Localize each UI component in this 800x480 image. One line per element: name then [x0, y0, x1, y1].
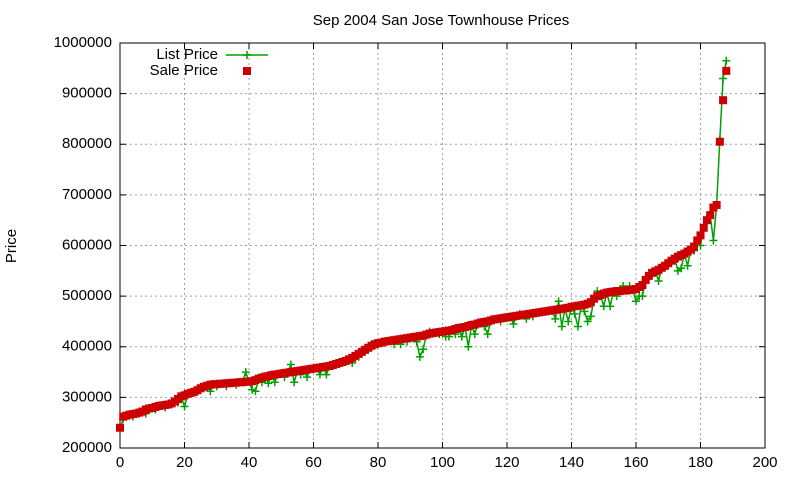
legend-symbol [243, 51, 251, 59]
x-tick-label: 40 [241, 454, 258, 471]
sale-price-point [719, 96, 728, 105]
y-tick-label: 400000 [62, 338, 112, 355]
list-price-point [419, 345, 428, 354]
y-tick-label: 1000000 [54, 34, 112, 51]
list-price-point [180, 402, 189, 411]
sale-price-point [696, 231, 705, 240]
legend-label: List Price [156, 46, 218, 63]
list-price-point [570, 309, 579, 318]
list-price-point [557, 322, 566, 331]
sale-price-point [699, 223, 708, 232]
x-tick-label: 180 [688, 454, 713, 471]
sale-price-point [712, 201, 721, 209]
list-price-point [551, 314, 560, 323]
list-price-point [586, 312, 595, 321]
list-price-point [683, 261, 692, 270]
list-price-point [606, 302, 615, 311]
y-tick-label: 500000 [62, 287, 112, 304]
x-tick-label: 200 [752, 454, 777, 471]
x-tick-label: 160 [623, 454, 648, 471]
sale-price-point [690, 242, 699, 251]
list-price-point [251, 387, 260, 396]
x-tick-label: 60 [305, 454, 322, 471]
y-tick-label: 200000 [62, 439, 112, 456]
chart-title: Sep 2004 San Jose Townhouse Prices [313, 12, 570, 29]
list-price-point [677, 264, 686, 273]
list-price-point [290, 378, 299, 387]
list-price-point [464, 342, 473, 351]
x-tick-label: 80 [370, 454, 387, 471]
list-price-point [554, 297, 563, 306]
x-tick-label: 140 [559, 454, 584, 471]
list-price-point [632, 297, 640, 306]
list-price-point [286, 360, 295, 369]
y-tick-label: 800000 [62, 135, 112, 152]
list-price-point [509, 319, 518, 328]
sale-price-point [706, 211, 715, 220]
list-price-point [654, 276, 663, 285]
list-price-point [470, 330, 479, 339]
list-price-point [303, 373, 312, 382]
legend-symbol [243, 67, 251, 75]
sale-price-point [722, 66, 731, 75]
list-price-point [483, 330, 492, 339]
x-tick-label: 120 [494, 454, 519, 471]
x-tick-label: 20 [176, 454, 193, 471]
list-price-point [583, 317, 592, 326]
list-price-point [322, 370, 331, 379]
legend-label: Sale Price [150, 62, 218, 79]
y-tick-label: 700000 [62, 186, 112, 203]
sale-price-point [638, 280, 647, 289]
list-price-point [415, 352, 424, 361]
list-price-point [573, 322, 582, 331]
plot-frame [119, 42, 766, 449]
sale-price-point [715, 137, 724, 146]
list-price-point [638, 292, 647, 301]
y-tick-label: 300000 [62, 388, 112, 405]
sale-price-point [641, 275, 650, 284]
y-tick-label: 600000 [62, 236, 112, 253]
list-price-point [709, 236, 718, 245]
list-price-point [722, 56, 731, 65]
sale-price-point [702, 216, 711, 225]
list-price-point [564, 317, 573, 326]
x-tick-label: 100 [430, 454, 455, 471]
x-tick-label: 0 [116, 454, 124, 471]
list-price-point [719, 74, 728, 83]
y-tick-label: 900000 [62, 85, 112, 102]
y-axis-label: Price [3, 229, 20, 263]
list-price-point [270, 378, 279, 387]
sale-price-point [693, 236, 702, 245]
sale-price-point [116, 423, 124, 432]
list-price-point [457, 332, 466, 341]
list-price-point [241, 368, 250, 377]
